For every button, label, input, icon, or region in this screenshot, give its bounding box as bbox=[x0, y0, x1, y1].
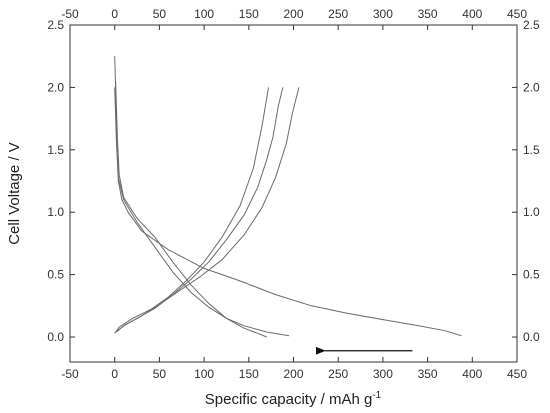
x-tick-label-bottom-0: -50 bbox=[61, 367, 79, 381]
x-tick-label-top-0: -50 bbox=[61, 7, 79, 21]
x-tick-label-bottom-1: 0 bbox=[111, 367, 118, 381]
x-tick-label-bottom-9: 400 bbox=[462, 367, 482, 381]
y-tick-label-left-2: 1.0 bbox=[47, 205, 64, 219]
x-tick-label-top-7: 300 bbox=[373, 7, 393, 21]
x-tick-label-bottom-3: 100 bbox=[194, 367, 214, 381]
x-tick-label-top-6: 250 bbox=[328, 7, 348, 21]
y-tick-label-left-1: 0.5 bbox=[47, 268, 64, 282]
x-tick-label-top-10: 450 bbox=[507, 7, 527, 21]
x-tick-label-bottom-5: 200 bbox=[283, 367, 303, 381]
y-tick-label-right-2: 1.0 bbox=[523, 205, 540, 219]
y-tick-label-right-1: 0.5 bbox=[523, 268, 540, 282]
y-tick-label-right-4: 2.0 bbox=[523, 80, 540, 94]
x-tick-label-top-4: 150 bbox=[239, 7, 259, 21]
y-tick-label-left-3: 1.5 bbox=[47, 143, 64, 157]
x-tick-label-bottom-10: 450 bbox=[507, 367, 527, 381]
y-tick-label-left-0: 0.0 bbox=[47, 330, 64, 344]
voltage-curve-1 bbox=[114, 56, 462, 337]
y-tick-label-right-3: 1.5 bbox=[523, 143, 540, 157]
x-tick-label-bottom-6: 250 bbox=[328, 367, 348, 381]
x-tick-label-bottom-7: 300 bbox=[373, 367, 393, 381]
voltage-curve-4 bbox=[117, 87, 300, 332]
x-tick-label-top-1: 0 bbox=[111, 7, 118, 21]
plot-frame bbox=[69, 24, 518, 363]
y-tick-label-left-5: 2.5 bbox=[47, 18, 64, 32]
x-tick-label-bottom-2: 50 bbox=[153, 367, 167, 381]
voltage-curve-2 bbox=[114, 87, 269, 334]
voltage-curve-3 bbox=[116, 87, 284, 333]
x-axis-title: Specific capacity / mAh g-1 bbox=[205, 390, 382, 408]
x-tick-label-bottom-4: 150 bbox=[239, 367, 259, 381]
y-axis-title: Cell Voltage / V bbox=[6, 142, 23, 245]
x-axis-title-main: Specific capacity / mAh g bbox=[205, 391, 373, 408]
x-tick-label-top-8: 350 bbox=[418, 7, 438, 21]
x-tick-label-top-2: 50 bbox=[153, 7, 167, 21]
x-tick-label-top-9: 400 bbox=[462, 7, 482, 21]
voltage-curve-6 bbox=[114, 87, 290, 337]
ticks-layer: -50 -50 0 0 50 50 100 100 150 150 200 200 250 250 300 3… bbox=[47, 7, 540, 381]
x-tick-label-top-3: 100 bbox=[194, 7, 214, 21]
y-tick-label-left-4: 2.0 bbox=[47, 80, 64, 94]
x-tick-label-top-5: 200 bbox=[283, 7, 303, 21]
voltage-curve-5 bbox=[115, 81, 267, 338]
curves-layer bbox=[114, 56, 462, 338]
x-axis-title-superscript: -1 bbox=[372, 390, 381, 401]
y-tick-label-right-5: 2.5 bbox=[523, 18, 540, 32]
y-tick-label-right-0: 0.0 bbox=[523, 330, 540, 344]
x-tick-label-bottom-8: 350 bbox=[418, 367, 438, 381]
